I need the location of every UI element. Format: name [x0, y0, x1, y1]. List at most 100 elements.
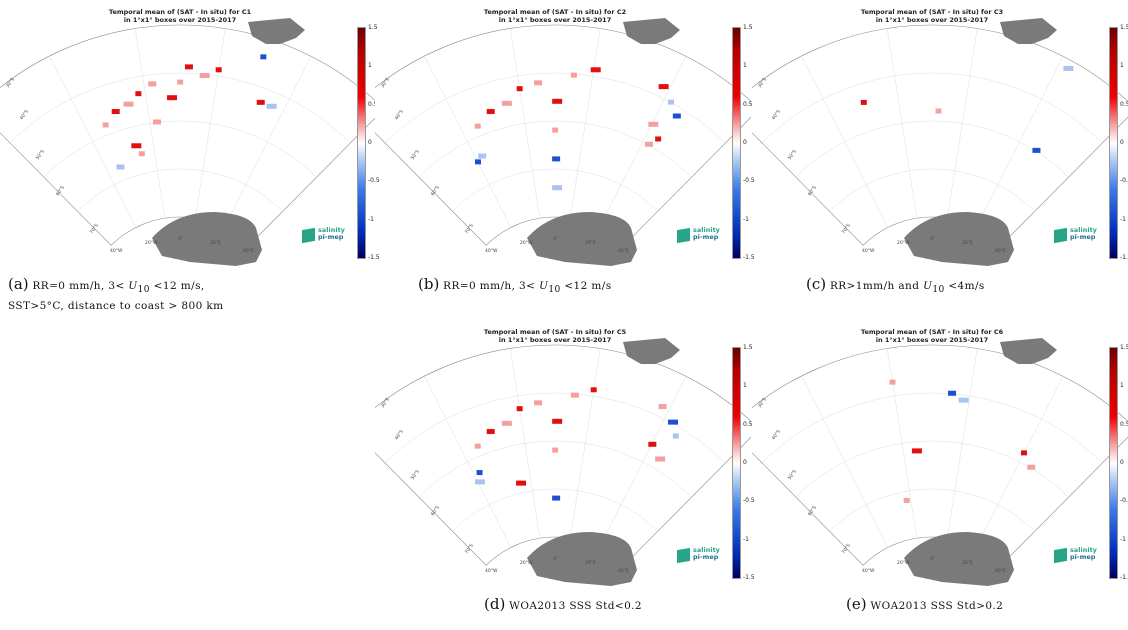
graticule-meridian — [947, 348, 978, 539]
colorbar-tick-label: 1.5 — [743, 24, 753, 31]
longitude-label: 0° — [553, 236, 558, 242]
salinity-pimep-logo: salinity pi-mep — [677, 547, 737, 567]
longitude-label: 20°E — [962, 560, 973, 566]
colorbar-tick-label: -1.5 — [368, 253, 380, 261]
data-cell — [534, 400, 543, 406]
data-cell — [552, 98, 563, 104]
graticule-meridian — [801, 375, 889, 548]
graticule-meridian — [509, 348, 541, 539]
latitude-label: 70°S — [464, 223, 475, 235]
caption-text-line2: SST>5°C, distance to coast > 800 km — [8, 300, 224, 313]
logo-text-line1: salinity — [1070, 546, 1097, 554]
data-cell — [123, 101, 134, 107]
data-cell — [501, 100, 512, 106]
data-cell — [655, 136, 662, 142]
colorbar-tick-label: 1.5 — [1120, 344, 1128, 351]
polar-map: 30°S 40°S 50°S 60°S 70°S 40°W 20°W 0° 20°E 40°E — [375, 338, 751, 586]
latitude-label: 50°S — [787, 149, 798, 161]
panel-title-line2: in 1°x1° boxes over 2015-2017 — [123, 16, 237, 24]
antarctica-landmass — [904, 532, 1014, 586]
data-cell — [935, 108, 942, 114]
colorbar-tick-label: 1.5 — [743, 344, 753, 351]
longitude-label: 40°E — [618, 248, 629, 254]
latitude-label: 30°S — [757, 397, 768, 409]
longitude-label: 20°E — [585, 240, 596, 246]
data-cell — [1063, 65, 1074, 71]
map-frame — [752, 344, 1128, 566]
data-cell — [516, 86, 523, 92]
data-cell — [102, 122, 109, 128]
salinity-pimep-logo: salinity pi-mep — [1054, 227, 1114, 247]
colorbar-tick-label: -0.5 — [743, 497, 755, 505]
graticule-arc — [829, 488, 1035, 532]
latitude-label: 60°S — [430, 185, 441, 197]
figure-panel-e: 30°S 40°S 50°S 60°S 70°S 40°W 20°W 0° 20°E 40°E Te… — [752, 320, 1128, 630]
data-cell — [889, 379, 896, 385]
latitude-label: 30°S — [380, 77, 391, 89]
data-cell — [476, 470, 483, 476]
colorbar — [732, 347, 741, 579]
colorbar-tick-label: -1.5 — [1120, 573, 1128, 581]
longitude-label: 40°E — [618, 568, 629, 574]
colorbar-tick-label: 1.5 — [368, 24, 378, 31]
logo-text-line2: pi-mep — [1070, 233, 1096, 241]
latitude-label: 60°S — [807, 185, 818, 197]
graticule-meridian — [509, 28, 541, 219]
logo-text-line2: pi-mep — [1070, 553, 1096, 561]
data-cell — [648, 441, 657, 447]
data-cell — [486, 429, 495, 435]
africa-landmass — [623, 18, 680, 44]
logo-text-line1: salinity — [693, 226, 720, 234]
figure-panel-c: 30°S 40°S 50°S 60°S 70°S 40°W 20°W 0° 20°E 40°E Te… — [752, 0, 1128, 310]
panel-title-line1: Temporal mean of (SAT - In situ) for C3 — [860, 8, 1004, 16]
longitude-label: 40°W — [862, 568, 875, 574]
logo-cube-icon — [1054, 547, 1067, 564]
graticule-meridian — [224, 56, 312, 228]
graticule-meridian — [801, 55, 889, 228]
graticule-meridian — [424, 375, 512, 548]
data-cell — [911, 448, 922, 454]
panel-title-line1: Temporal mean of (SAT - In situ) for C1 — [108, 8, 252, 16]
data-cell — [668, 419, 679, 425]
graticule-meridian — [599, 56, 687, 228]
latitude-label: 40°S — [771, 109, 782, 121]
graticule-meridian — [976, 56, 1064, 228]
colorbar — [732, 27, 741, 259]
colorbar-tick-label: 0 — [368, 138, 372, 146]
africa-landmass — [623, 338, 680, 364]
data-cell — [215, 67, 222, 73]
colorbar-tick-label: -0.5 — [1120, 177, 1128, 185]
data-cell — [148, 81, 157, 87]
caption-text: WOA2013 SSS Std>0.2 — [870, 600, 1004, 612]
latitude-label: 40°S — [394, 109, 405, 121]
africa-landmass — [1000, 18, 1057, 44]
panel-title: Temporal mean of (SAT - In situ) for C1 i… — [20, 8, 340, 24]
graticule-meridian — [886, 28, 918, 219]
colorbar-tick-label: 1 — [743, 382, 747, 390]
africa-landmass — [1000, 338, 1057, 364]
colorbar — [1109, 347, 1118, 579]
data-cell — [138, 151, 145, 157]
latitude-label: 70°S — [464, 543, 475, 555]
caption-text: RR=0 mm/h, 3< U10 <12 m/s, — [32, 280, 205, 296]
graticule-meridian — [570, 28, 601, 219]
longitude-label: 20°W — [145, 240, 158, 246]
data-cell — [658, 404, 667, 410]
graticule-arc — [418, 440, 692, 498]
latitude-label: 40°S — [19, 109, 30, 121]
logo-text-line2: pi-mep — [318, 233, 344, 241]
latitude-label: 40°S — [771, 429, 782, 441]
longitude-label: 20°W — [897, 560, 910, 566]
longitude-label: 20°W — [520, 240, 533, 246]
caption-a: (a) RR=0 mm/h, 3< U10 <12 m/s, SST>5°C, … — [8, 277, 378, 314]
caption-label: (a) — [8, 275, 29, 293]
map-frame — [375, 344, 751, 566]
data-cell — [501, 420, 512, 426]
data-cell — [266, 103, 277, 109]
data-cell — [153, 119, 162, 125]
figure-panel-d: 30°S 40°S 50°S 60°S 70°S 40°W 20°W 0° 20°E 40°E Te… — [375, 320, 755, 630]
data-cell — [475, 159, 482, 165]
colorbar-tick-label: -1 — [1120, 215, 1126, 223]
salinity-pimep-logo: salinity pi-mep — [302, 227, 362, 247]
graticule-arc — [452, 168, 658, 212]
